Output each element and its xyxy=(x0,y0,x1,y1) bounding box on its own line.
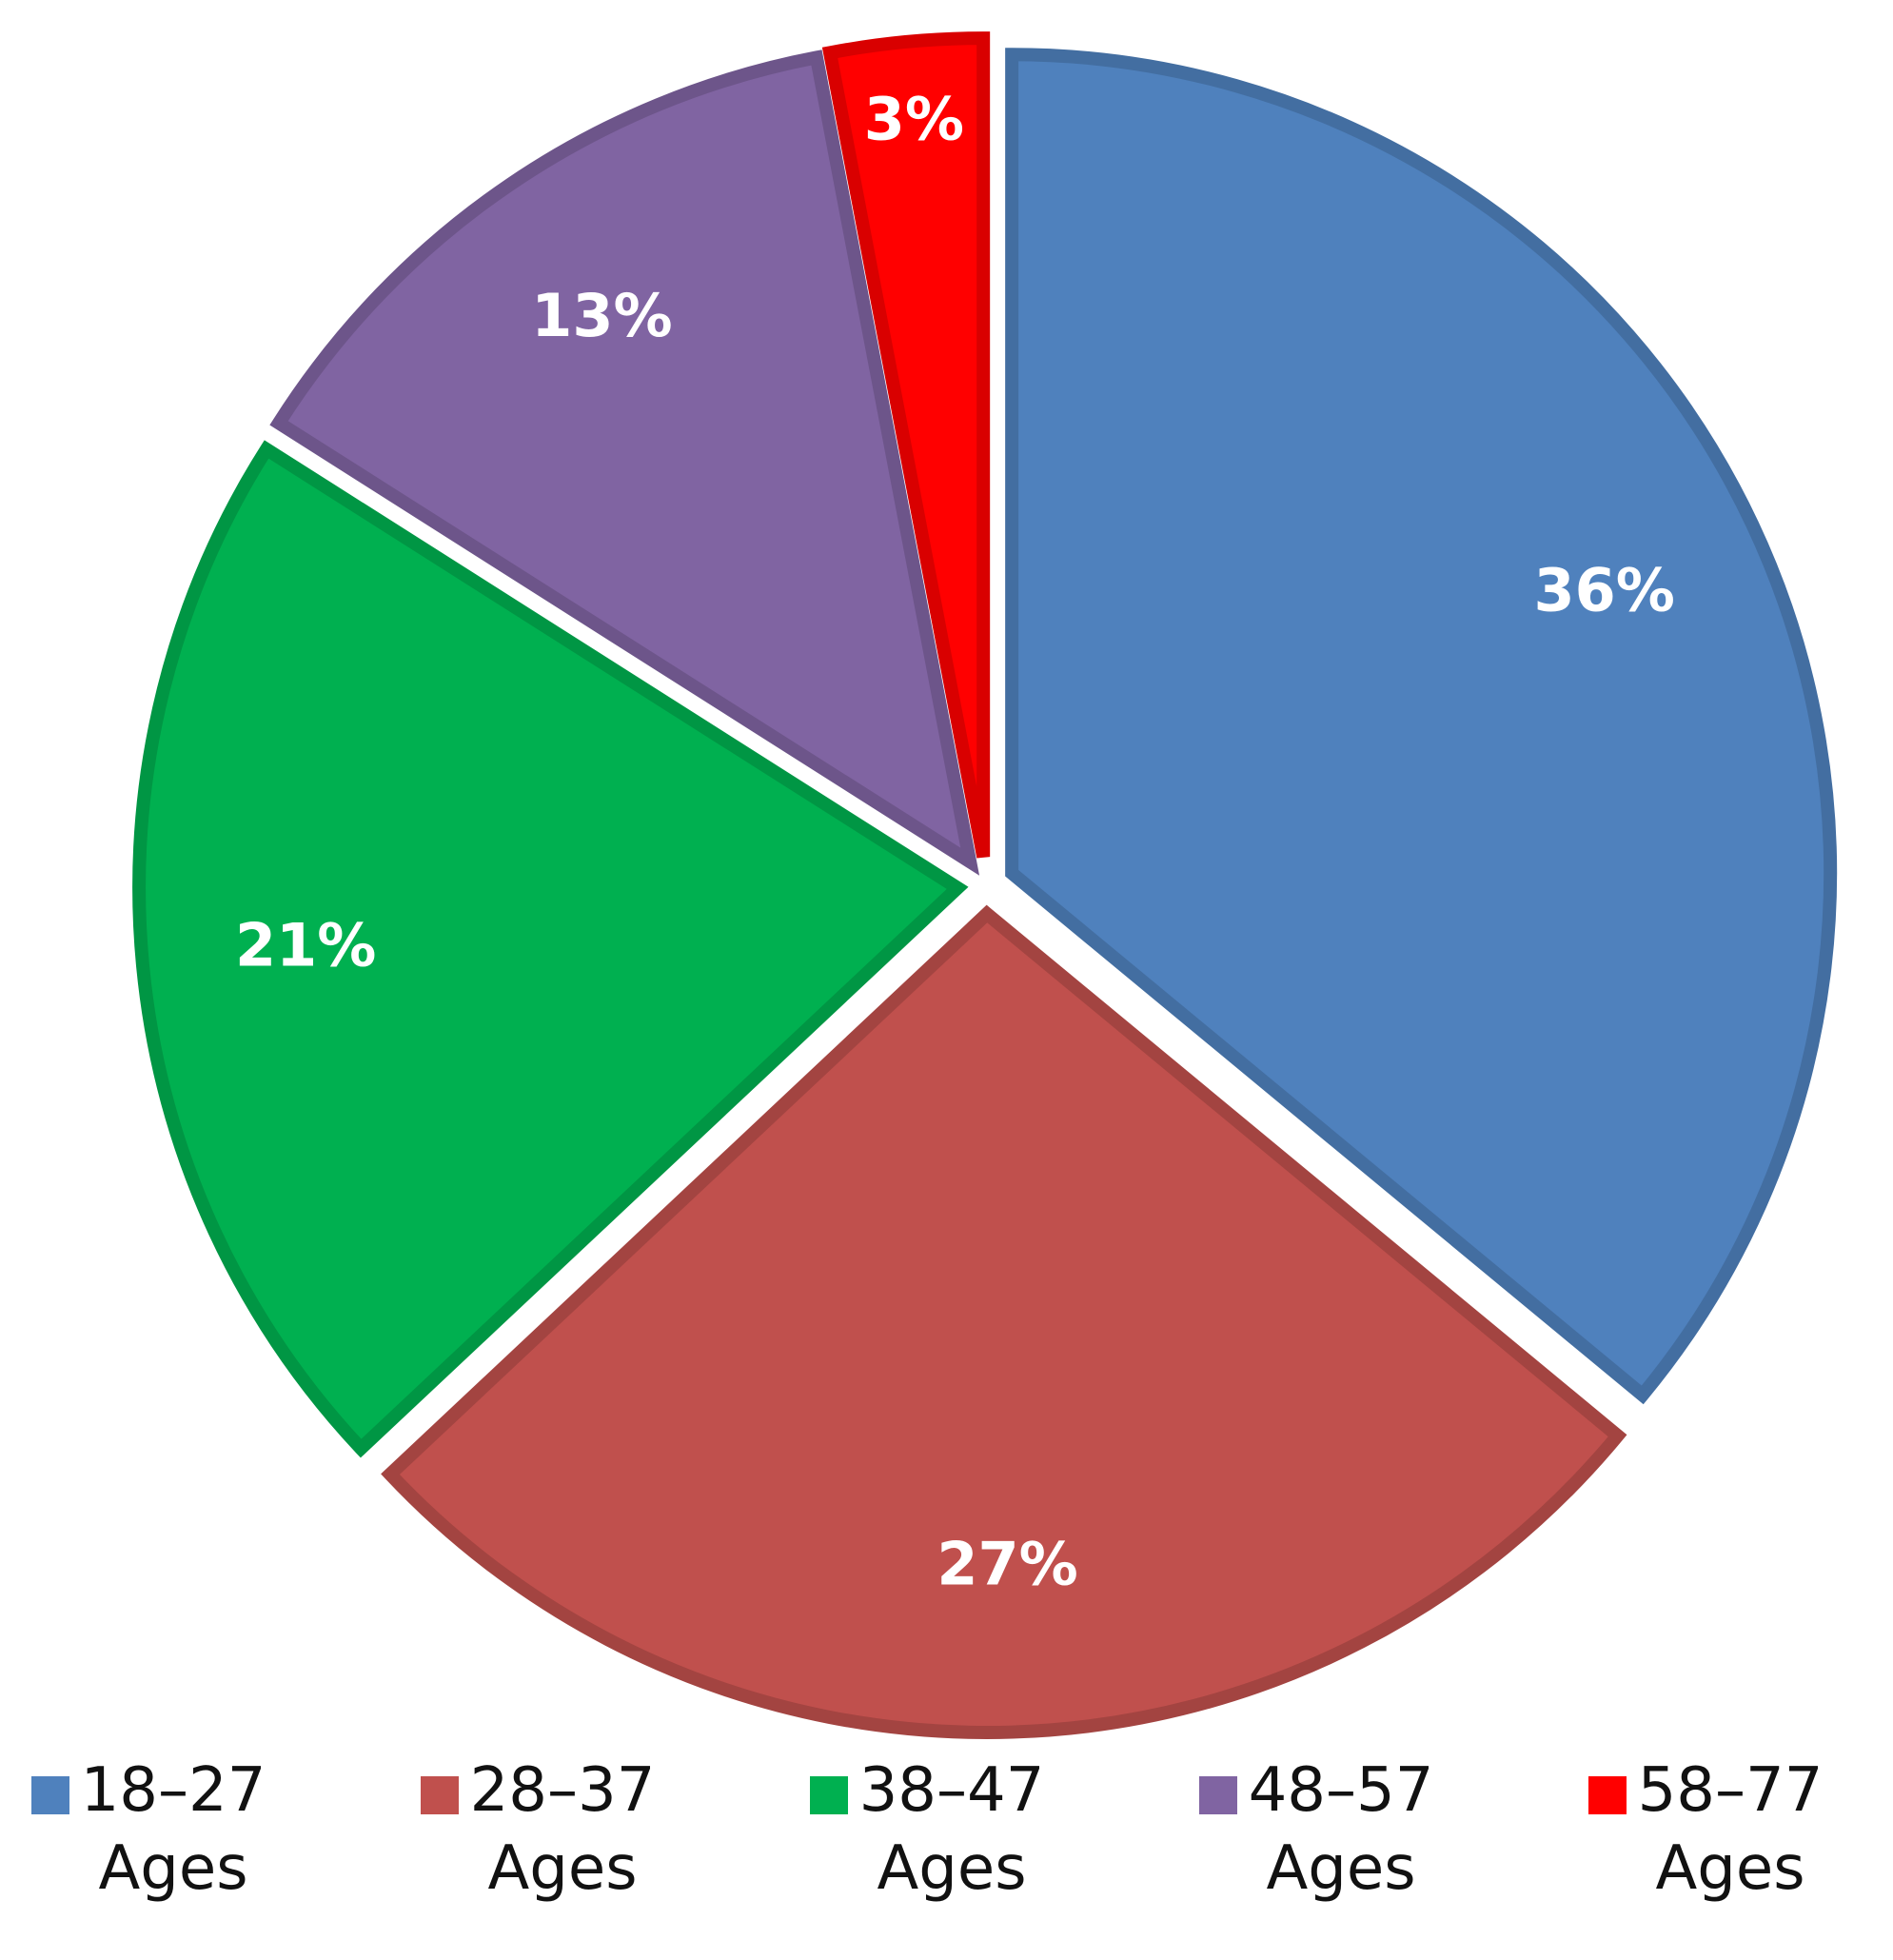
value-label: 21% xyxy=(235,911,376,980)
value-label: 27% xyxy=(937,1530,1077,1599)
legend-swatch xyxy=(1588,1776,1627,1814)
value-label: 13% xyxy=(531,281,672,350)
pie-slice xyxy=(269,49,980,876)
legend-label: 48–57 Ages xyxy=(1248,1755,1434,1904)
pie-slice xyxy=(1005,48,1838,1405)
legend: 18–27 Ages 28–37 Ages 38–47 Ages 48–57 Ages… xyxy=(0,1752,1893,1923)
legend-swatch xyxy=(31,1776,69,1814)
value-label: 36% xyxy=(1533,555,1674,624)
pie-slice xyxy=(821,31,991,859)
legend-label: 58–77 Ages xyxy=(1637,1755,1824,1904)
pie-slice xyxy=(132,440,969,1458)
legend-label: 18–27 Ages xyxy=(80,1755,266,1904)
legend-label: 28–37 Ages xyxy=(469,1755,656,1904)
legend-swatch xyxy=(810,1776,848,1814)
legend-label: 38–47 Ages xyxy=(858,1755,1045,1904)
legend-swatch xyxy=(1199,1776,1237,1814)
value-label: 3% xyxy=(864,85,964,154)
legend-swatch xyxy=(421,1776,459,1814)
pie-slice xyxy=(381,904,1627,1739)
pie-chart: 36% 27% 21% 13% 3% xyxy=(132,31,1838,1739)
